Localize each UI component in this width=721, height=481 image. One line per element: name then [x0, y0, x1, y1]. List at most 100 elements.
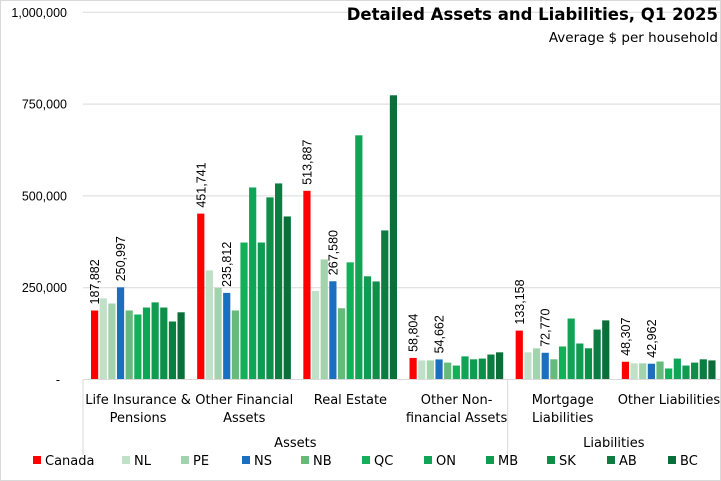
legend-swatch [181, 456, 189, 464]
legend-item-on: ON [424, 454, 456, 469]
legend-label: AB [619, 454, 637, 469]
bar-qc [452, 365, 460, 380]
bar-nb [550, 359, 558, 380]
bar-sk [584, 348, 593, 380]
bar-canada [197, 213, 205, 380]
legend: Canada NL PE NS NB QC ON MB SK AB BC [33, 454, 698, 469]
bar-ab [168, 321, 177, 380]
bar-ab [487, 354, 495, 380]
bar-mb [151, 302, 159, 380]
bar-qc [240, 242, 248, 380]
gridlines [83, 11, 720, 289]
data-label-ns: 235,812 [220, 242, 234, 287]
y-tick-label: 500,000 [22, 189, 67, 203]
legend-label: NS [254, 454, 272, 469]
bar-pe [532, 348, 541, 380]
data-label-ns: 250,997 [114, 236, 128, 281]
bar-canada [303, 190, 311, 380]
data-label-ns: 267,580 [326, 230, 340, 275]
bar-sk [478, 358, 486, 380]
bar-ab [381, 230, 389, 380]
bar-mb [576, 343, 584, 380]
bar-ns [223, 292, 231, 380]
bar-pe [214, 287, 222, 380]
legend-label: BC [680, 454, 698, 469]
bar-ns [329, 281, 337, 380]
bar-ab [275, 183, 283, 380]
bar-nb [656, 361, 664, 380]
y-tick-label: 1,000,000 [11, 6, 67, 20]
chart-title: Detailed Assets and Liabilities, Q1 2025 [347, 5, 718, 24]
data-label-canada: 187,882 [88, 259, 102, 304]
bar-sk [266, 197, 274, 380]
legend-swatch [33, 456, 41, 464]
category-label: Pensions [110, 411, 167, 426]
bar-pe [108, 303, 116, 380]
bar-qc [558, 346, 567, 380]
category-label: Other Non- [421, 393, 493, 408]
bar-bc [283, 216, 291, 380]
legend-item-nl: NL [122, 454, 152, 469]
bar-on [355, 135, 363, 380]
y-axis-ticks: - 250,000 500,000 750,000 1,000,000 [11, 6, 67, 387]
bar-canada [515, 330, 523, 380]
bar-nl [418, 360, 426, 380]
bar-on [673, 358, 681, 380]
bar-on [567, 318, 575, 380]
bar-mb [257, 242, 265, 380]
data-label-canada: 513,887 [300, 140, 314, 185]
bar-ns [647, 363, 655, 380]
bar-nb [337, 308, 346, 380]
y-tick-label: 750,000 [22, 98, 67, 112]
data-label-canada: 133,158 [513, 279, 527, 324]
data-label-ns: 72,770 [539, 309, 553, 347]
legend-label: ON [436, 454, 456, 469]
bar-canada [409, 357, 417, 380]
data-label-ns: 42,962 [645, 319, 659, 357]
category-label: financial Assets [406, 411, 508, 426]
x-axis: Assets Liabilities Life Insurance & Pension… [82, 379, 720, 455]
legend-item-canada: Canada [33, 454, 94, 469]
bar-nl [311, 291, 320, 380]
bar-sk [691, 362, 699, 380]
legend-item-bc: BC [668, 454, 698, 469]
category-label: Real Estate [314, 393, 387, 408]
legend-swatch [668, 456, 676, 464]
bar-on [142, 307, 151, 380]
bar-canada [621, 361, 630, 380]
category-label: Other Financial [195, 393, 293, 408]
bar-nl [99, 298, 107, 380]
bar-sk [372, 281, 380, 380]
bar-ns [435, 359, 443, 380]
legend-item-sk: SK [547, 454, 576, 469]
bar-ns [116, 287, 125, 380]
bar-sk [160, 307, 168, 380]
bar-on [249, 187, 257, 380]
bar-pe [426, 360, 434, 380]
bar-nl [630, 363, 638, 380]
data-label-canada: 58,804 [407, 314, 421, 352]
legend-item-qc: QC [362, 454, 393, 469]
bar-mb [682, 365, 690, 380]
data-labels: 187,882 250,997 451,741 235,812 513,887 267,5… [88, 140, 659, 358]
bar-bc [708, 360, 716, 380]
legend-label: NL [134, 454, 152, 469]
legend-label: PE [193, 454, 209, 469]
bar-ab [593, 329, 601, 380]
legend-item-nb: NB [301, 454, 332, 469]
group-label-assets: Assets [274, 436, 317, 451]
data-label-canada: 451,741 [194, 162, 208, 207]
category-label: Liabilities [532, 411, 594, 426]
y-tick-label: 250,000 [22, 281, 67, 295]
bar-nb [231, 310, 239, 380]
legend-swatch [362, 456, 370, 464]
bar-bc [177, 312, 185, 380]
legend-label: Canada [45, 454, 94, 469]
bar-on [461, 356, 469, 380]
bar-qc [665, 368, 673, 380]
chart-subtitle: Average $ per household [549, 30, 718, 46]
bar-bc [602, 320, 610, 380]
legend-swatch [242, 456, 250, 464]
bars [91, 95, 716, 380]
